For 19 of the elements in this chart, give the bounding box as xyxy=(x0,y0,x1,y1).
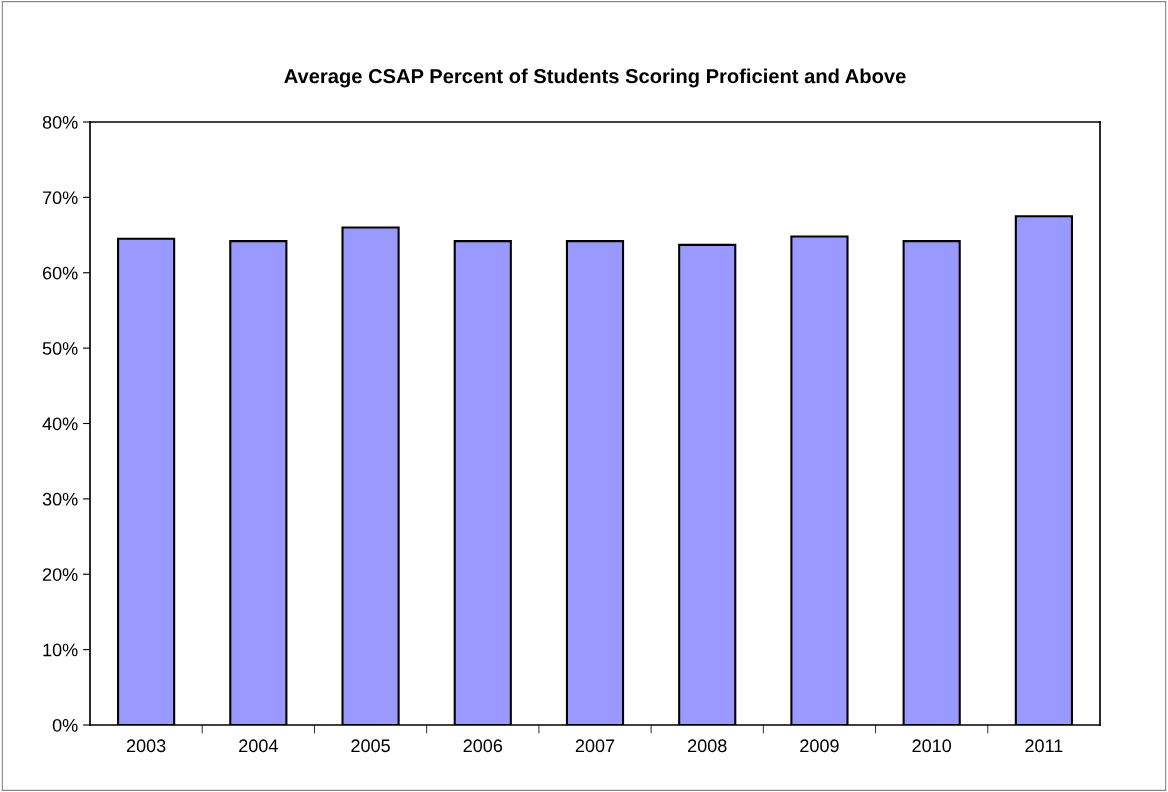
x-tick-label: 2010 xyxy=(912,739,952,753)
y-tick-label: 50% xyxy=(42,342,78,355)
x-tick-label: 2006 xyxy=(463,739,503,753)
y-tick-label: 30% xyxy=(42,492,78,506)
y-tick-label: 60% xyxy=(42,266,78,280)
y-tick-label: 70% xyxy=(42,191,78,205)
chart-title: Average CSAP Percent of Students Scoring Proficient and Above xyxy=(284,68,906,88)
x-tick-label: 2004 xyxy=(239,739,278,753)
x-tick-label: 2007 xyxy=(575,739,615,753)
x-tick-label: 2011 xyxy=(1025,739,1063,753)
y-tick-label: 20% xyxy=(42,568,78,581)
x-tick-label: 2005 xyxy=(351,739,390,753)
x-tick-label: 2009 xyxy=(800,739,839,753)
y-tick-label: 80% xyxy=(42,115,78,129)
x-tick-label: 2008 xyxy=(688,739,727,753)
y-tick-label: 40% xyxy=(42,417,78,431)
x-tick-label: 2003 xyxy=(126,739,166,753)
y-tick-label: 10% xyxy=(43,643,78,657)
y-tick-label: 0% xyxy=(52,718,78,732)
